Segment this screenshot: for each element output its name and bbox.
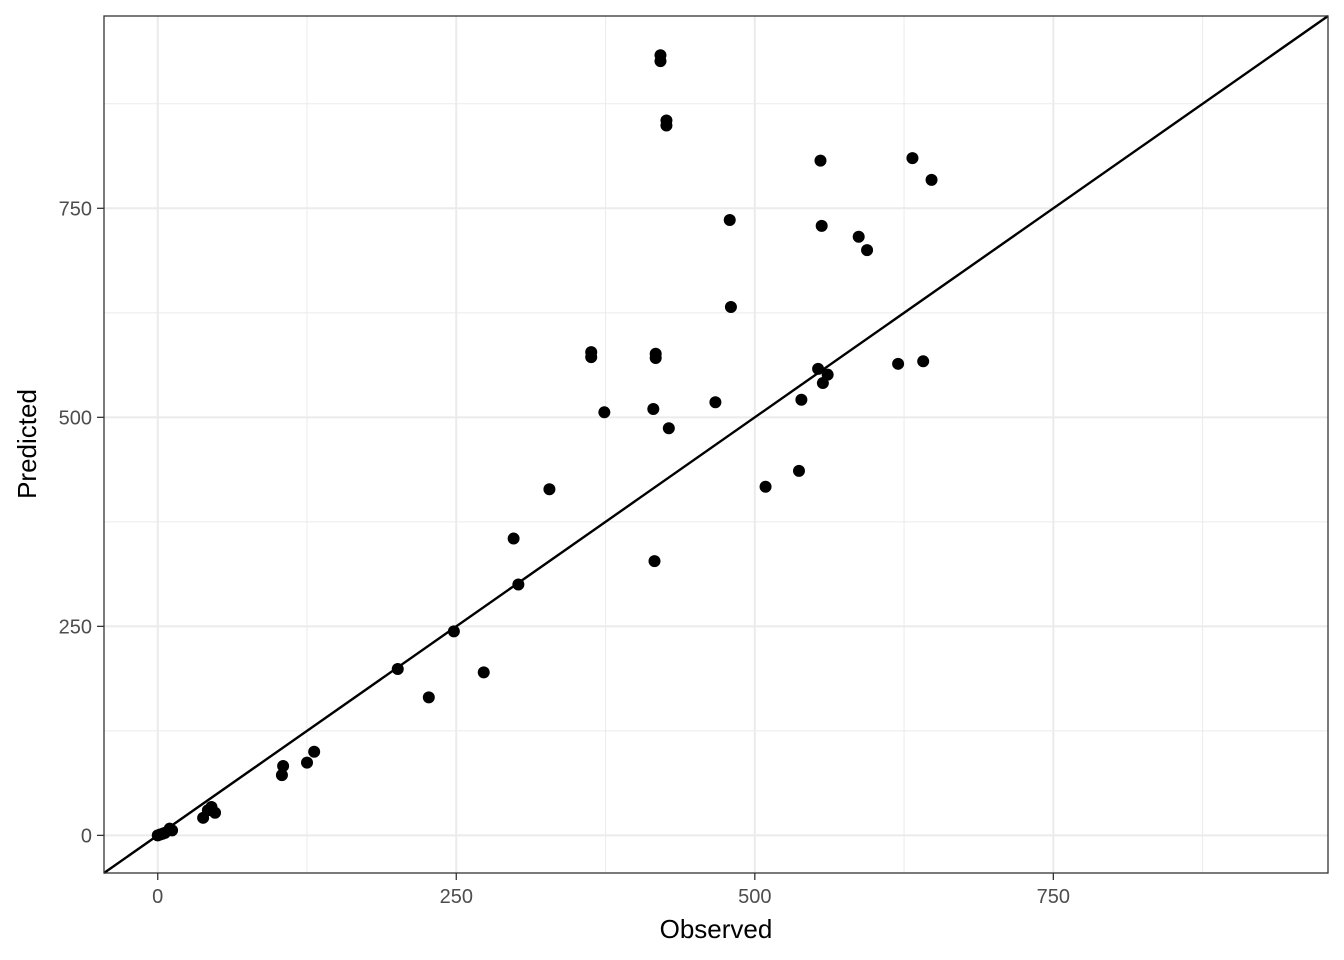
data-point	[662, 422, 675, 435]
data-point	[275, 769, 288, 782]
data-point	[391, 662, 404, 675]
data-point	[821, 368, 834, 381]
data-point	[308, 745, 321, 758]
y-tick-label: 750	[59, 198, 92, 220]
data-point	[709, 396, 722, 409]
data-point	[654, 55, 667, 68]
x-axis-title: Observed	[660, 914, 773, 944]
data-point	[166, 824, 179, 837]
x-axis: 0 250 500 750	[152, 873, 1070, 908]
data-point	[647, 402, 660, 415]
data-point	[892, 357, 905, 370]
data-point	[649, 351, 662, 364]
x-tick-label: 500	[738, 886, 771, 908]
data-point	[447, 625, 460, 638]
data-point	[723, 214, 736, 227]
data-point	[917, 355, 930, 368]
data-point	[861, 244, 874, 257]
y-tick-label: 500	[59, 407, 92, 429]
data-point	[507, 532, 520, 545]
data-point	[660, 119, 673, 132]
data-point	[543, 483, 556, 496]
data-point	[759, 480, 772, 493]
y-tick-label: 0	[81, 825, 92, 847]
data-point	[815, 219, 828, 232]
y-axis-title: Predicted	[12, 389, 42, 499]
y-axis: 0 250 500 750	[59, 198, 104, 847]
data-point	[792, 464, 805, 477]
data-point	[812, 362, 825, 375]
data-point	[277, 759, 290, 772]
data-point	[925, 173, 938, 186]
data-point	[585, 351, 598, 364]
points-layer	[151, 49, 938, 842]
data-point	[512, 578, 525, 591]
data-point	[795, 393, 808, 406]
x-tick-label: 750	[1037, 886, 1070, 908]
identity-line-layer	[103, 15, 1329, 874]
panel-border	[103, 15, 1329, 874]
x-tick-label: 250	[440, 886, 473, 908]
major-grid	[104, 16, 1328, 873]
data-point	[648, 555, 661, 568]
data-point	[852, 230, 865, 243]
data-point	[724, 300, 737, 313]
data-point	[422, 691, 435, 704]
identity-line	[103, 15, 1329, 874]
data-point	[477, 666, 490, 679]
data-point	[814, 154, 827, 167]
data-point	[598, 406, 611, 419]
y-tick-label: 250	[59, 616, 92, 638]
data-point	[209, 806, 222, 819]
x-tick-label: 0	[152, 886, 163, 908]
data-point	[301, 756, 314, 769]
data-point	[906, 152, 919, 165]
